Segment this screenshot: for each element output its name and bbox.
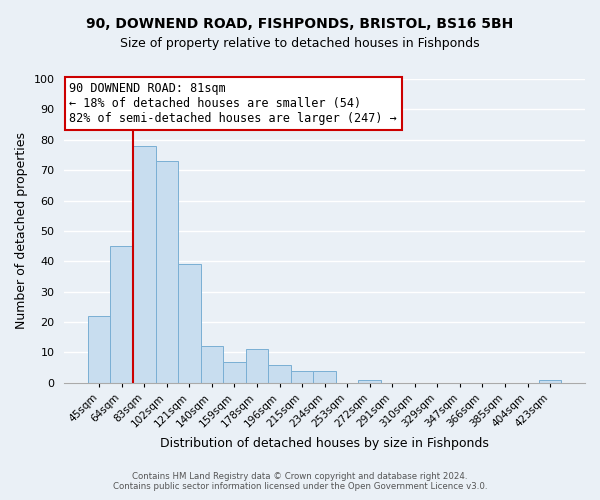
Bar bbox=[358, 380, 381, 383]
Bar bbox=[246, 350, 268, 383]
Bar bbox=[133, 146, 155, 383]
Bar bbox=[200, 346, 223, 383]
Text: Contains public sector information licensed under the Open Government Licence v3: Contains public sector information licen… bbox=[113, 482, 487, 491]
Text: 90, DOWNEND ROAD, FISHPONDS, BRISTOL, BS16 5BH: 90, DOWNEND ROAD, FISHPONDS, BRISTOL, BS… bbox=[86, 18, 514, 32]
Bar bbox=[291, 370, 313, 383]
X-axis label: Distribution of detached houses by size in Fishponds: Distribution of detached houses by size … bbox=[160, 437, 489, 450]
Bar bbox=[110, 246, 133, 383]
Bar bbox=[268, 364, 291, 383]
Bar bbox=[223, 362, 246, 383]
Bar bbox=[539, 380, 562, 383]
Bar bbox=[313, 370, 336, 383]
Bar bbox=[88, 316, 110, 383]
Text: Size of property relative to detached houses in Fishponds: Size of property relative to detached ho… bbox=[120, 38, 480, 51]
Y-axis label: Number of detached properties: Number of detached properties bbox=[15, 132, 28, 330]
Bar bbox=[178, 264, 200, 383]
Text: Contains HM Land Registry data © Crown copyright and database right 2024.: Contains HM Land Registry data © Crown c… bbox=[132, 472, 468, 481]
Bar bbox=[155, 161, 178, 383]
Text: 90 DOWNEND ROAD: 81sqm
← 18% of detached houses are smaller (54)
82% of semi-det: 90 DOWNEND ROAD: 81sqm ← 18% of detached… bbox=[70, 82, 397, 125]
